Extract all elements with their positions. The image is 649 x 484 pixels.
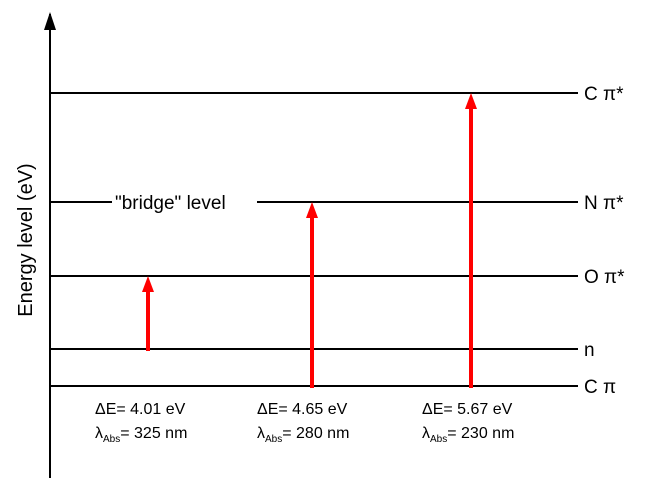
transition-annotation-1: ΔE= 4.01 eV λAbs= 325 nm	[95, 401, 187, 445]
lambda-text: λAbs= 325 nm	[95, 425, 187, 445]
level-label-c-pi-star: C π*	[584, 84, 624, 105]
delta-e-text: ΔE= 5.67 eV	[422, 401, 513, 418]
delta-e-text: ΔE= 4.65 eV	[257, 401, 348, 418]
level-label-n-pi-star: N π*	[584, 193, 624, 214]
bridge-level-label: "bridge" level	[115, 193, 226, 214]
level-label-n: n	[584, 340, 595, 361]
y-axis-arrowhead-icon	[44, 12, 56, 30]
transition-annotation-2: ΔE= 4.65 eV λAbs= 280 nm	[257, 401, 349, 445]
arrowhead-icon	[142, 276, 154, 292]
transition-arrow-2	[306, 202, 318, 388]
lambda-text: λAbs= 230 nm	[422, 425, 514, 445]
level-label-o-pi-star: O π*	[584, 267, 625, 288]
lambda-text: λAbs= 280 nm	[257, 425, 349, 445]
y-axis-label: Energy level (eV)	[15, 163, 37, 316]
delta-e-text: ΔE= 4.01 eV	[95, 401, 186, 418]
transition-arrow-3	[465, 93, 477, 388]
level-label-c-pi: C π	[584, 377, 616, 398]
transition-annotation-3: ΔE= 5.67 eV λAbs= 230 nm	[422, 401, 514, 445]
arrowhead-icon	[465, 93, 477, 109]
transition-arrow-1	[142, 276, 154, 351]
arrowhead-icon	[306, 202, 318, 218]
